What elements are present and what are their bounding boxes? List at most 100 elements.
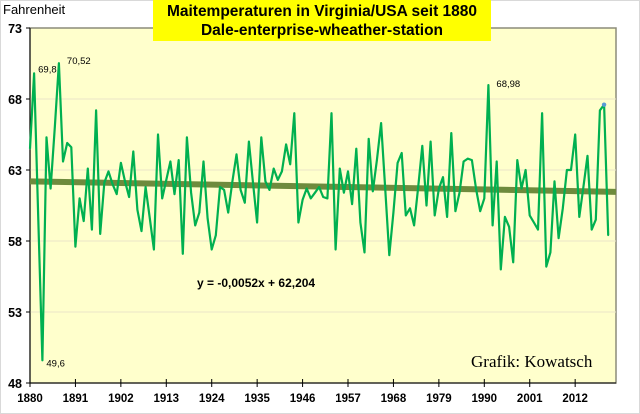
chart-title: Maitemperaturen in Virginia/USA seit 188…: [166, 3, 478, 20]
data-point: [516, 159, 519, 161]
x-tick-label: 1990: [472, 393, 498, 405]
data-point: [223, 189, 225, 191]
data-point: [421, 145, 424, 147]
data-point: [388, 254, 391, 256]
data-point: [466, 157, 469, 160]
data-point: [533, 221, 535, 224]
y-tick-label: 68: [8, 93, 22, 107]
series-group: [28, 62, 610, 362]
data-point: [479, 210, 481, 212]
data-point: [582, 186, 585, 188]
data-point: [541, 112, 543, 114]
y-tick-label: 48: [8, 377, 22, 391]
data-point: [438, 187, 440, 190]
data-point: [380, 122, 382, 124]
data-point: [545, 265, 548, 268]
data-point: [495, 160, 498, 163]
data-point: [103, 181, 106, 184]
data-point: [343, 191, 345, 194]
data-point: [574, 133, 576, 136]
data-point: [111, 183, 114, 185]
chart-title-box: Maitemperaturen in Virginia/USA seit 188…: [153, 0, 491, 41]
data-point: [528, 214, 531, 217]
data-point: [314, 191, 316, 194]
data-point: [359, 221, 362, 224]
data-point: [338, 167, 341, 170]
data-point: [405, 214, 407, 217]
data-point: [190, 191, 192, 194]
x-tick-label: 1946: [290, 393, 316, 405]
data-point: [566, 169, 568, 171]
data-point: [136, 208, 139, 211]
data-point: [227, 211, 230, 214]
data-point: [252, 181, 254, 184]
data-point: [33, 72, 35, 75]
data-point: [371, 190, 374, 193]
data-labels: 69,8 70,52 49,6 68,98: [38, 56, 520, 369]
data-point: [177, 159, 180, 161]
data-label: 68,98: [496, 79, 520, 90]
data-point: [330, 112, 333, 114]
y-tick-label: 53: [8, 306, 22, 320]
data-point: [537, 228, 539, 231]
x-tick-label: 1891: [63, 393, 89, 405]
data-point: [396, 162, 399, 164]
data-point: [173, 193, 176, 195]
data-point: [186, 136, 188, 139]
data-point: [281, 170, 283, 173]
data-point: [524, 169, 527, 171]
data-point: [49, 187, 52, 190]
data-point: [595, 218, 597, 221]
data-point: [169, 160, 172, 163]
data-point: [219, 186, 221, 188]
data-point: [194, 224, 196, 227]
data-point: [433, 214, 436, 217]
data-point: [450, 132, 453, 134]
data-point: [599, 109, 601, 112]
data-point: [95, 109, 97, 112]
axes: 48 53 58 63 68 73 1880 1891 1902 1913 1924 1935 1946…: [8, 22, 616, 405]
data-point: [400, 152, 403, 154]
data-point: [310, 197, 312, 200]
data-point: [99, 233, 102, 235]
data-point: [62, 160, 64, 163]
data-point: [268, 189, 271, 191]
data-point: [297, 221, 300, 224]
data-point: [277, 179, 279, 181]
data-point: [326, 197, 329, 200]
data-point: [520, 187, 523, 190]
data-point: [607, 234, 609, 237]
data-point: [454, 210, 457, 212]
data-point: [45, 136, 48, 139]
data-point: [483, 197, 486, 200]
data-point: [198, 211, 201, 214]
data-point: [260, 136, 263, 139]
data-point: [512, 261, 515, 264]
data-point: [202, 160, 205, 163]
data-point: [256, 221, 258, 224]
data-point: [157, 133, 159, 136]
y-axis-label: Fahrenheit: [3, 2, 66, 17]
data-point: [215, 234, 217, 237]
data-point: [120, 162, 122, 164]
data-point: [586, 155, 589, 157]
data-point: [301, 199, 304, 201]
data-point: [508, 226, 510, 228]
data-point: [148, 217, 151, 220]
data-point: [37, 218, 40, 221]
data-point: [417, 186, 420, 188]
data-point: [553, 180, 556, 183]
data-point: [248, 140, 250, 143]
data-point: [124, 180, 126, 183]
data-point: [363, 251, 366, 254]
data-point: [272, 167, 275, 170]
data-point: [570, 169, 572, 171]
data-point: [293, 112, 296, 114]
x-tick-label: 1913: [153, 393, 179, 405]
data-point: [285, 143, 287, 146]
chart-subtitle: Dale-enterprise-wheather-station: [200, 22, 444, 39]
highlight-marker: [601, 102, 607, 107]
data-point: [471, 159, 473, 161]
data-point: [413, 224, 415, 227]
data-point: [132, 150, 135, 153]
